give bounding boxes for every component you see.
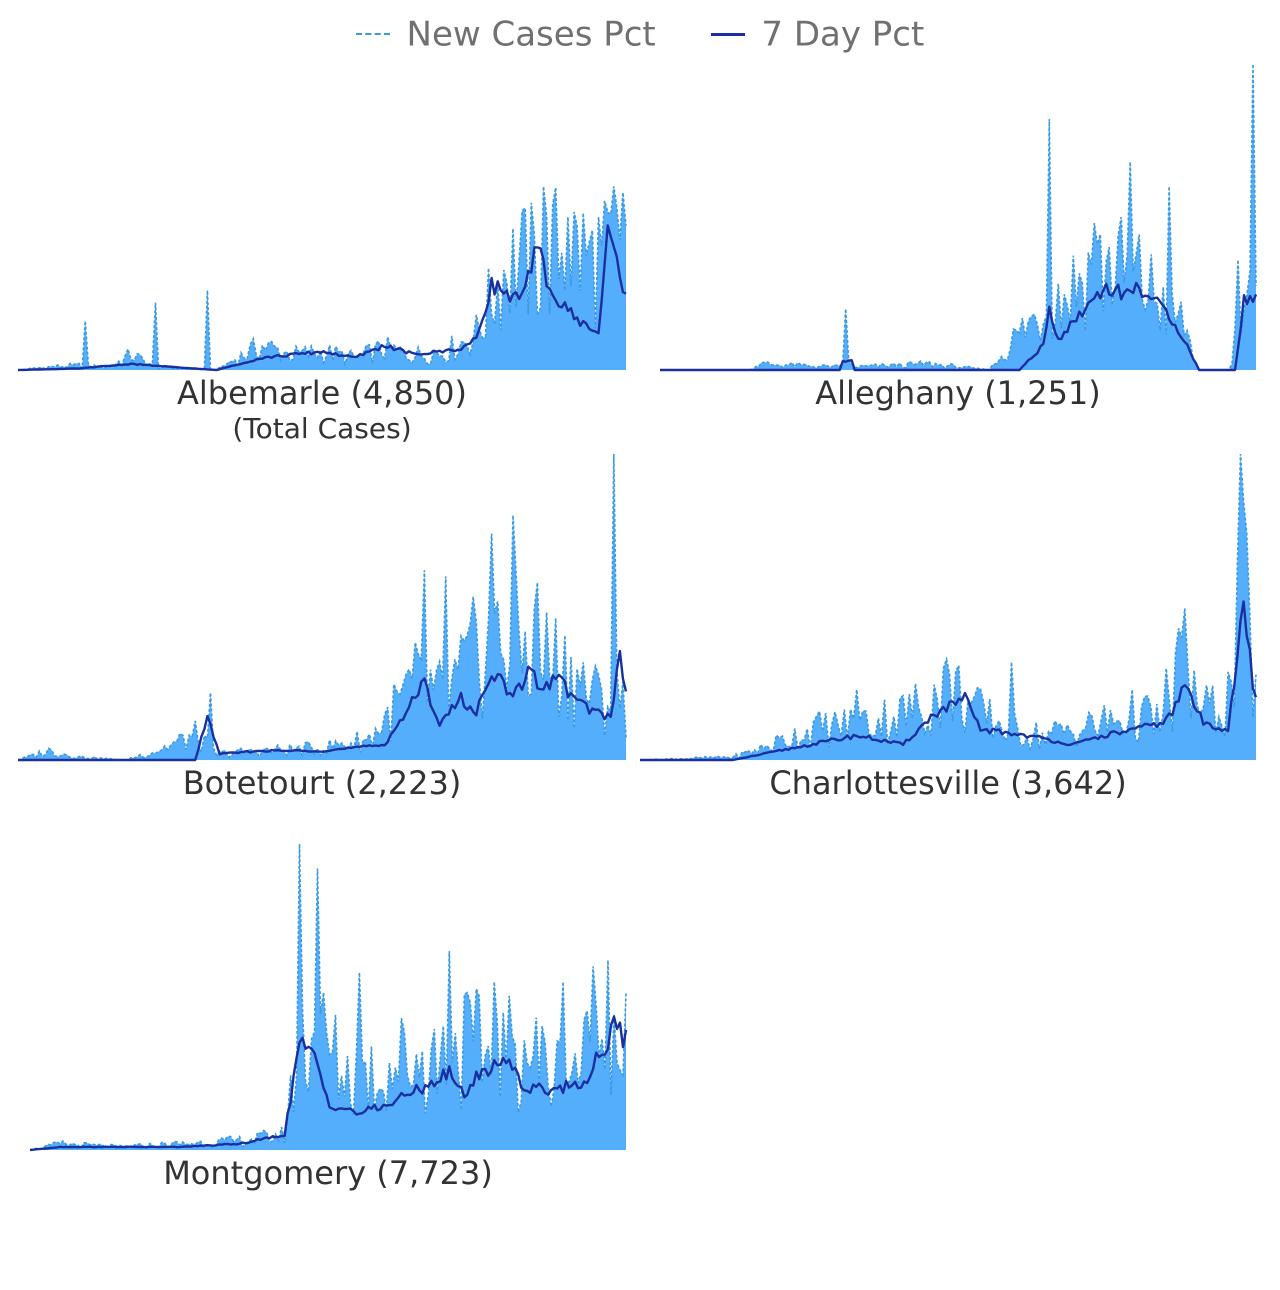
legend-item-new-cases[interactable]: New Cases Pct: [355, 13, 656, 55]
panel-title: Montgomery (7,723): [163, 1154, 493, 1192]
panel-title: Albemarle (4,850): [177, 374, 467, 412]
seven-day-line: [660, 281, 1258, 372]
new-cases-line: [17, 453, 627, 761]
seven-day-line: [640, 600, 1258, 762]
legend-swatch-7-day: [710, 32, 745, 36]
panel-subtitle: (Total Cases): [232, 412, 411, 445]
chart-panel-1: Albemarle (4,850)(Total Cases): [17, 186, 627, 445]
seven-day-line: [29, 1015, 628, 1152]
legend-swatch-new-cases: [355, 33, 390, 36]
new-cases-area: [640, 454, 1256, 760]
chart-panel-2: Alleghany (1,251): [660, 63, 1258, 412]
new-cases-line: [29, 843, 627, 1151]
legend-label-new-cases: New Cases Pct: [406, 14, 656, 55]
chart-panel-3: Botetourt (2,223): [17, 453, 628, 802]
new-cases-line: [660, 63, 1257, 371]
panel-title: Charlottesville (3,642): [769, 764, 1126, 802]
new-cases-line: [639, 453, 1257, 761]
new-cases-area: [660, 64, 1256, 370]
new-cases-area: [18, 454, 626, 760]
chart-panel-5: Montgomery (7,723): [29, 843, 628, 1192]
panel-title: Botetourt (2,223): [183, 764, 462, 802]
seven-day-line: [18, 649, 628, 762]
new-cases-line: [17, 186, 627, 371]
legend-label-7-day: 7 Day Pct: [761, 14, 925, 55]
panel-title: Alleghany (1,251): [815, 374, 1101, 412]
chart-panel-4: Charlottesville (3,642): [639, 453, 1258, 802]
chart-legend: New Cases Pct 7 Day Pct: [0, 12, 1280, 54]
seven-day-line: [17, 224, 627, 372]
legend-item-7-day[interactable]: 7 Day Pct: [710, 13, 925, 55]
new-cases-area: [18, 186, 626, 370]
